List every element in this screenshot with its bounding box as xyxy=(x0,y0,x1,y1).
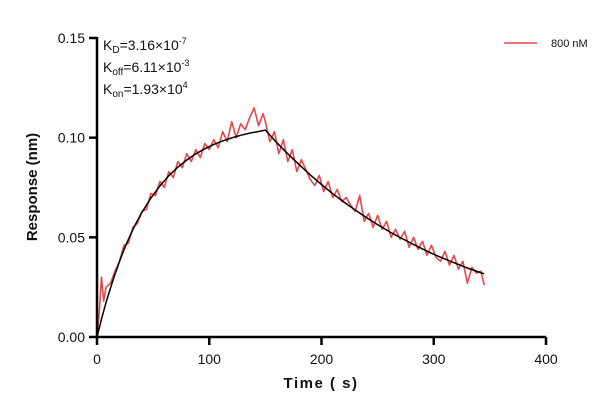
x-tick-label: 200 xyxy=(310,351,334,367)
kon-annotation: Kon=1.93×104 xyxy=(103,80,188,100)
koff-annotation: Koff=6.11×10-3 xyxy=(103,58,189,78)
fit-curve xyxy=(96,129,485,338)
legend: 800 nM xyxy=(504,38,588,50)
x-tick-label: 0 xyxy=(93,351,101,367)
y-tick-label: 0.05 xyxy=(58,229,85,245)
kinetics-annotation: KD=3.16×10-7 Koff=6.11×10-3 Kon=1.93×104 xyxy=(103,36,189,100)
series-line-800nm xyxy=(96,107,486,338)
x-axis-label: Time ( s) xyxy=(284,375,359,392)
x-tick-label: 400 xyxy=(534,351,558,367)
y-ticks: 0.00 0.05 0.10 0.15 xyxy=(58,30,97,345)
series-layer xyxy=(96,107,486,338)
y-tick-label: 0.15 xyxy=(58,30,85,46)
y-tick-label: 0.00 xyxy=(58,329,85,345)
kd-annotation: KD=3.16×10-7 xyxy=(103,36,187,56)
x-tick-label: 100 xyxy=(198,351,222,367)
x-tick-label: 300 xyxy=(422,351,446,367)
y-axis-label: Response (nm) xyxy=(24,133,41,241)
x-ticks: 0 100 200 300 400 xyxy=(93,337,558,367)
legend-label-800nm: 800 nM xyxy=(551,38,588,50)
y-tick-label: 0.10 xyxy=(58,130,85,146)
